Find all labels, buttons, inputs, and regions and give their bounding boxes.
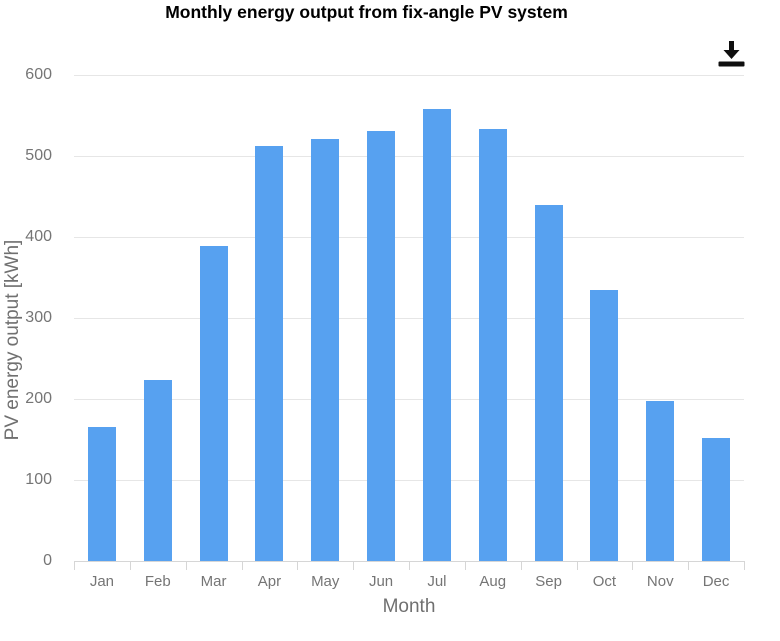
chart-title: Monthly energy output from fix-angle PV … xyxy=(165,2,568,22)
gridline xyxy=(74,398,744,400)
x-axis-tick xyxy=(129,561,131,570)
x-axis-tick xyxy=(688,561,690,570)
y-tick-label: 100 xyxy=(25,471,52,488)
x-axis-tick xyxy=(576,561,578,570)
bar-sep[interactable] xyxy=(534,204,563,561)
y-tick-label: 600 xyxy=(25,66,52,83)
y-tick-label: 500 xyxy=(25,147,52,164)
bar-jul[interactable] xyxy=(422,109,451,561)
y-tick-label: 200 xyxy=(25,390,52,407)
x-tick-label: Sep xyxy=(535,573,562,590)
x-axis-tick xyxy=(520,561,522,570)
bar-apr[interactable] xyxy=(255,146,284,561)
x-tick-label: Feb xyxy=(144,573,171,590)
gridline xyxy=(74,479,744,481)
gridline xyxy=(74,317,744,319)
x-axis-tick xyxy=(241,561,243,570)
x-axis-tick xyxy=(185,561,187,570)
y-axis-title: PV energy output [kWh] xyxy=(2,239,23,441)
x-axis-title: Month xyxy=(382,596,436,617)
x-tick-label: Jul xyxy=(427,573,447,590)
x-tick-label: Jan xyxy=(89,573,114,590)
x-tick-label: Aug xyxy=(479,573,507,590)
x-tick-label: Oct xyxy=(592,573,617,590)
x-tick-label: May xyxy=(311,573,340,590)
bar-jun[interactable] xyxy=(367,130,396,561)
bar-dec[interactable] xyxy=(702,437,731,561)
y-tick-label: 400 xyxy=(25,228,52,245)
x-axis-tick xyxy=(464,561,466,570)
bar-oct[interactable] xyxy=(590,290,619,561)
bar-feb[interactable] xyxy=(143,379,172,561)
x-axis-tick xyxy=(297,561,299,570)
bar-jan[interactable] xyxy=(87,427,116,561)
x-axis-tick xyxy=(353,561,355,570)
x-axis-tick xyxy=(74,561,75,570)
x-tick-label: Apr xyxy=(257,573,282,590)
x-axis-tick xyxy=(744,561,745,570)
bar-nov[interactable] xyxy=(646,401,675,561)
x-axis-tick xyxy=(632,561,634,570)
bar-may[interactable] xyxy=(311,138,340,561)
download-icon xyxy=(718,41,745,67)
y-tick-label: 0 xyxy=(43,552,52,569)
gridline xyxy=(74,74,744,76)
x-tick-label: Nov xyxy=(646,573,674,590)
x-axis-line xyxy=(74,561,744,562)
x-tick-label: Dec xyxy=(702,573,730,590)
gridline xyxy=(74,236,744,238)
x-tick-label: Mar xyxy=(200,573,227,590)
y-tick-label: 300 xyxy=(25,309,52,326)
bar-aug[interactable] xyxy=(478,129,507,561)
gridline xyxy=(74,155,744,157)
bar-mar[interactable] xyxy=(199,245,228,561)
download-button[interactable] xyxy=(715,38,747,70)
x-axis-tick xyxy=(409,561,410,570)
x-tick-label: Jun xyxy=(368,573,394,590)
